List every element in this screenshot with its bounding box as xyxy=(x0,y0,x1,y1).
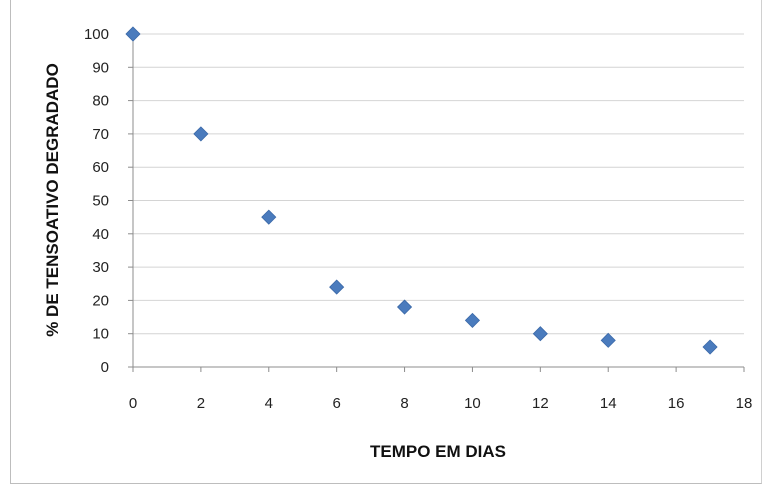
y-tick-label: 50 xyxy=(92,193,109,210)
y-tick-label: 60 xyxy=(92,159,109,176)
x-tick-label: 16 xyxy=(668,395,685,412)
data-point xyxy=(329,279,345,295)
x-axis-title: TEMPO EM DIAS xyxy=(370,442,506,461)
y-tick-label: 90 xyxy=(92,59,109,76)
data-point xyxy=(464,312,481,328)
y-tick-label: 100 xyxy=(84,26,109,43)
y-tick-label: 80 xyxy=(92,93,109,110)
data-point xyxy=(532,326,548,342)
grid-lines xyxy=(133,33,744,335)
y-tick-label: 20 xyxy=(92,292,109,309)
x-tick-label: 18 xyxy=(736,395,753,412)
y-tick-label: 40 xyxy=(92,226,109,243)
axes xyxy=(128,33,745,372)
y-tick-label: 0 xyxy=(101,359,109,376)
x-tick-label: 6 xyxy=(332,395,340,412)
x-tick-label: 2 xyxy=(197,395,205,412)
data-point xyxy=(193,126,209,142)
x-tick-label: 14 xyxy=(600,395,617,412)
data-point xyxy=(261,209,277,225)
data-point xyxy=(600,332,616,348)
y-tick-label: 30 xyxy=(92,259,109,276)
y-axis-title: % DE TENSOATIVO DEGRADADO xyxy=(43,63,62,337)
x-tick-labels: 0 2 4 6 8 10 12 14 16 18 xyxy=(129,395,753,412)
y-tick-label: 70 xyxy=(92,126,109,143)
x-tick-label: 12 xyxy=(532,395,549,412)
x-tick-label: 10 xyxy=(464,395,481,412)
data-point xyxy=(396,299,413,315)
x-tick-label: 8 xyxy=(400,395,408,412)
data-point xyxy=(125,26,141,42)
x-tick-label: 4 xyxy=(265,395,273,412)
y-tick-labels: 0 10 20 30 40 50 60 70 80 90 100 xyxy=(84,26,109,376)
x-tick-label: 0 xyxy=(129,395,137,412)
y-tick-label: 10 xyxy=(92,326,109,343)
data-point xyxy=(702,339,718,355)
data-points xyxy=(125,26,718,355)
